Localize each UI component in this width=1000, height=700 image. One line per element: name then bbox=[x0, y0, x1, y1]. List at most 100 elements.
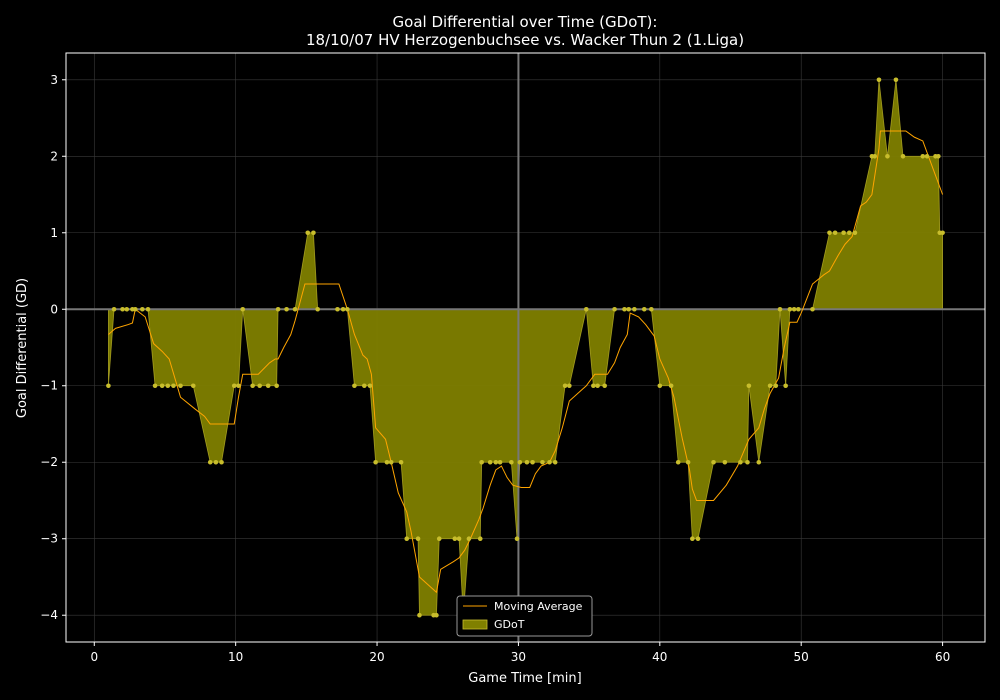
gdot-point bbox=[583, 306, 589, 312]
gdot-point bbox=[434, 612, 439, 618]
gdot-point bbox=[124, 306, 130, 312]
gdot-point bbox=[540, 459, 545, 465]
legend: Moving Average GDoT bbox=[456, 595, 593, 637]
gdot-point bbox=[415, 536, 421, 542]
x-tick-label: 10 bbox=[228, 650, 243, 664]
gdot-points bbox=[106, 77, 945, 618]
gdot-point bbox=[236, 383, 241, 389]
gdot-point bbox=[367, 383, 373, 389]
gdot-point bbox=[159, 383, 165, 389]
legend-box bbox=[456, 595, 593, 637]
gdot-point bbox=[452, 536, 458, 542]
gdot-point bbox=[657, 383, 663, 389]
gdot-point bbox=[514, 536, 520, 542]
moving-average-line bbox=[108, 130, 944, 594]
x-axis-label: Game Time [min] bbox=[468, 671, 581, 686]
gdot-point bbox=[649, 306, 654, 312]
gdot-point bbox=[900, 153, 906, 159]
chart-subtitle: 18/10/07 HV Herzogenbuchsee vs. Wacker T… bbox=[306, 31, 744, 49]
gdot-point bbox=[466, 536, 472, 542]
gdot-point bbox=[893, 77, 899, 83]
gdot-point bbox=[668, 383, 674, 389]
gdot-point bbox=[456, 536, 462, 542]
gdot-point bbox=[924, 153, 930, 159]
gdot-point bbox=[791, 306, 797, 312]
gdot-point bbox=[872, 153, 878, 159]
y-tick-label: −4 bbox=[40, 608, 58, 622]
plot-frame bbox=[65, 52, 986, 643]
gdot-point bbox=[690, 536, 695, 542]
gdot-point bbox=[315, 306, 320, 312]
gdot-point bbox=[509, 459, 514, 465]
y-tick-label: 3 bbox=[50, 73, 58, 87]
gdot-point bbox=[231, 383, 237, 389]
gdot-point bbox=[796, 306, 801, 312]
x-tick-label: 0 bbox=[90, 650, 98, 664]
gdot-point bbox=[190, 383, 196, 389]
gdot-point bbox=[275, 306, 281, 312]
gdot-point bbox=[352, 383, 357, 389]
gdot-point bbox=[120, 306, 125, 312]
gdot-point bbox=[417, 612, 422, 618]
gdot-point bbox=[436, 536, 442, 542]
gdot-point bbox=[165, 383, 171, 389]
gdot-point bbox=[767, 383, 773, 389]
gdot-point bbox=[632, 306, 637, 312]
gdot-point bbox=[145, 306, 151, 312]
gdot-point bbox=[207, 459, 213, 465]
gdot-point bbox=[738, 459, 743, 465]
gdot-point bbox=[885, 153, 890, 159]
gdot-point bbox=[876, 77, 882, 83]
gdot-point bbox=[612, 306, 617, 312]
gdot-point bbox=[524, 459, 530, 465]
gdot-point bbox=[675, 459, 681, 465]
gdot-point bbox=[517, 459, 523, 465]
gdot-point bbox=[213, 459, 219, 465]
legend-gdot-label: GDoT bbox=[494, 618, 525, 631]
gdot-point bbox=[940, 230, 945, 236]
chart-title: Goal Differential over Time (GDoT): bbox=[393, 13, 658, 31]
gdot-point bbox=[695, 536, 701, 542]
axes: 0 10 20 30 40 50 60 −4 −3 −2 −1 0 1 2 3 bbox=[40, 52, 986, 664]
gdot-point bbox=[257, 383, 262, 389]
gdot-point bbox=[152, 383, 158, 389]
x-tick-label: 40 bbox=[652, 650, 667, 664]
legend-ma-label: Moving Average bbox=[494, 600, 583, 613]
gdot-point bbox=[284, 306, 289, 312]
gdot-point bbox=[384, 459, 390, 465]
gdot-point bbox=[479, 459, 484, 465]
gdot-point bbox=[178, 383, 183, 389]
y-tick-label: −1 bbox=[40, 379, 58, 393]
gdot-point bbox=[810, 306, 815, 312]
gdot-point bbox=[219, 459, 224, 465]
x-tick-label: 30 bbox=[511, 650, 526, 664]
legend-gdot-swatch bbox=[462, 619, 488, 630]
gdot-point bbox=[340, 306, 346, 312]
gdot-point bbox=[595, 383, 600, 389]
gdot-point bbox=[562, 383, 568, 389]
gdot-point bbox=[497, 459, 503, 465]
gdot-point bbox=[722, 459, 728, 465]
gdot-point bbox=[777, 306, 783, 312]
gdot-point bbox=[832, 230, 838, 236]
x-tick-label: 60 bbox=[935, 650, 950, 664]
y-axis-label: Goal Differential (GD) bbox=[15, 278, 30, 418]
gdot-point bbox=[746, 383, 752, 389]
gdot-point bbox=[106, 383, 111, 389]
gdot-point bbox=[547, 459, 552, 465]
gdot-point bbox=[477, 536, 483, 542]
gdot-point bbox=[626, 306, 632, 312]
gdot-point bbox=[711, 459, 716, 465]
gdot-point bbox=[756, 459, 762, 465]
gdot-point bbox=[274, 383, 279, 389]
x-tick-label: 20 bbox=[369, 650, 384, 664]
y-tick-label: −2 bbox=[40, 455, 58, 469]
gdot-point bbox=[685, 459, 691, 465]
gdot-point bbox=[787, 306, 793, 312]
gdot-point bbox=[567, 383, 572, 389]
gdot-point bbox=[132, 306, 138, 312]
x-tick-label: 50 bbox=[794, 650, 809, 664]
reference-lines bbox=[66, 53, 985, 642]
gdot-point bbox=[602, 383, 607, 389]
